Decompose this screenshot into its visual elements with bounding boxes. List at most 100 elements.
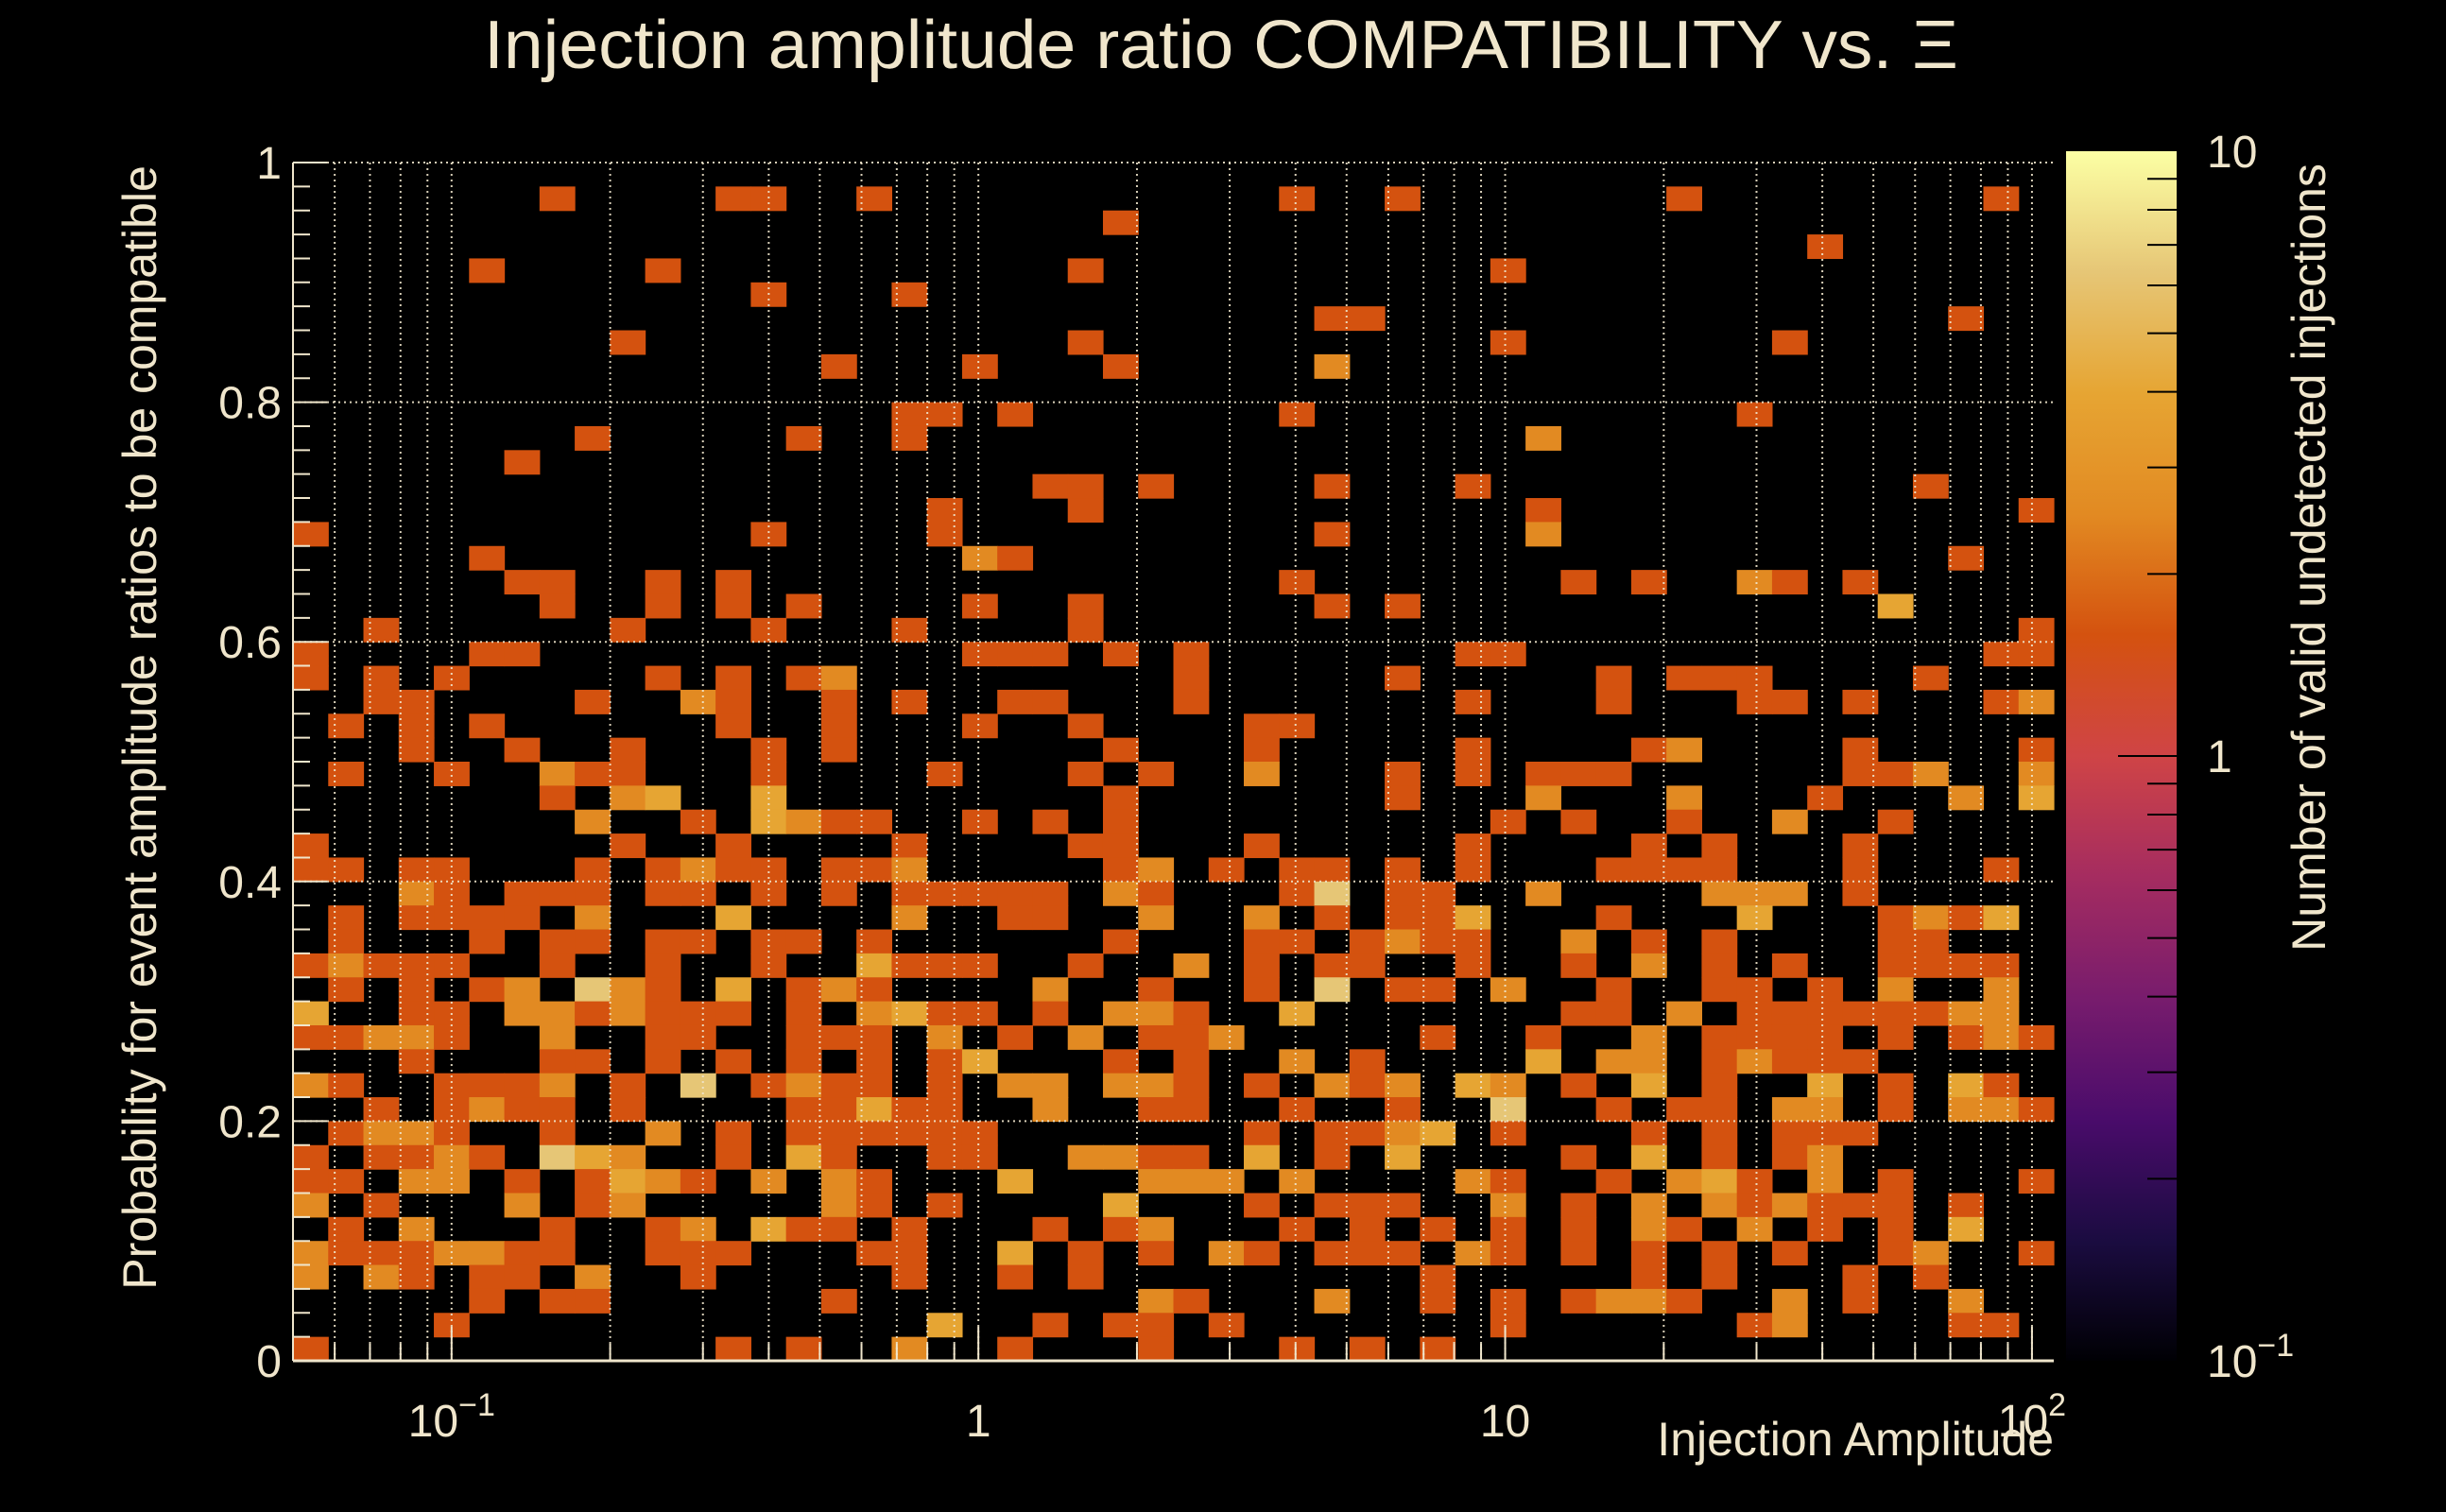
heatmap-cell bbox=[1244, 1193, 1280, 1218]
heatmap-cell bbox=[1102, 1073, 1139, 1098]
heatmap-cell bbox=[469, 1144, 506, 1170]
heatmap-cell bbox=[1560, 1216, 1597, 1242]
heatmap-cell bbox=[1877, 1193, 1914, 1218]
heatmap-cell bbox=[715, 905, 751, 931]
heatmap-cell bbox=[1807, 785, 1844, 811]
heatmap-cell bbox=[1630, 1193, 1667, 1218]
heatmap-cell bbox=[328, 1216, 365, 1242]
heatmap-cell bbox=[1912, 1264, 1949, 1290]
heatmap-cell bbox=[1349, 953, 1386, 978]
heatmap-cell bbox=[1736, 570, 1773, 595]
heatmap-cell bbox=[293, 833, 329, 859]
heatmap-cell bbox=[1032, 881, 1069, 906]
heatmap-cell bbox=[1490, 1313, 1526, 1338]
heatmap-cell bbox=[785, 1049, 822, 1074]
heatmap-cell bbox=[469, 545, 506, 571]
heatmap-cell bbox=[1807, 234, 1844, 260]
heatmap-cell bbox=[1983, 1001, 2020, 1026]
heatmap-cell bbox=[1455, 1241, 1491, 1266]
heatmap-cell bbox=[1455, 642, 1491, 667]
heatmap-cell bbox=[715, 1241, 751, 1266]
heatmap-cell bbox=[1666, 1216, 1702, 1242]
heatmap-cell bbox=[363, 665, 400, 691]
heatmap-cell bbox=[1948, 1073, 1985, 1098]
y-tick-label: 0.4 bbox=[218, 858, 282, 908]
heatmap-cell bbox=[1067, 833, 1104, 859]
heatmap-cell bbox=[1244, 905, 1280, 931]
heatmap-cell bbox=[539, 1288, 576, 1314]
heatmap-cell bbox=[997, 1024, 1034, 1050]
heatmap-cell bbox=[645, 1001, 681, 1026]
heatmap-cell bbox=[961, 593, 998, 619]
heatmap-cell bbox=[1490, 1169, 1526, 1194]
heatmap-cell bbox=[1067, 762, 1104, 786]
heatmap-cell bbox=[1842, 1001, 1879, 1026]
heatmap-cell bbox=[1701, 881, 1738, 906]
heatmap-cell bbox=[645, 1024, 681, 1050]
heatmap-cell bbox=[1595, 762, 1632, 786]
heatmap-cell bbox=[820, 977, 857, 1003]
heatmap-cell bbox=[1771, 1313, 1808, 1338]
heatmap-cell bbox=[926, 1121, 963, 1146]
heatmap-cell bbox=[997, 1264, 1034, 1290]
heatmap-cell bbox=[610, 330, 646, 355]
heatmap-cell bbox=[785, 1097, 822, 1122]
heatmap-cell bbox=[645, 1241, 681, 1266]
heatmap-cell bbox=[1701, 665, 1738, 691]
heatmap-cell bbox=[1842, 1288, 1879, 1314]
heatmap-cell bbox=[1983, 1073, 2020, 1098]
heatmap-cell bbox=[2018, 498, 2055, 523]
heatmap-cell bbox=[1842, 762, 1879, 786]
heatmap-cell bbox=[610, 1144, 646, 1170]
heatmap-cell bbox=[1067, 1144, 1104, 1170]
y-tick-label: 0.8 bbox=[218, 379, 282, 429]
heatmap-cell bbox=[1244, 737, 1280, 763]
heatmap-cell bbox=[1912, 953, 1949, 978]
heatmap-cell bbox=[1630, 929, 1667, 954]
heatmap-cell bbox=[363, 1241, 400, 1266]
heatmap-cell bbox=[1102, 1313, 1139, 1338]
heatmap-cell bbox=[469, 258, 506, 284]
heatmap-cell bbox=[575, 929, 611, 954]
heatmap-cell bbox=[645, 1049, 681, 1074]
heatmap-cell bbox=[539, 1121, 576, 1146]
heatmap-cell bbox=[1807, 1001, 1844, 1026]
heatmap-cell bbox=[1102, 929, 1139, 954]
heatmap-cell bbox=[1314, 1241, 1351, 1266]
heatmap-cell bbox=[504, 1001, 541, 1026]
heatmap-cell bbox=[293, 1073, 329, 1098]
heatmap-cell bbox=[1138, 1169, 1175, 1194]
heatmap-cell bbox=[785, 1024, 822, 1050]
heatmap-cell bbox=[1138, 1097, 1175, 1122]
heatmap-cell bbox=[1983, 857, 2020, 883]
heatmap-cell bbox=[997, 905, 1034, 931]
heatmap-cell bbox=[1807, 1073, 1844, 1098]
heatmap-cell bbox=[1736, 977, 1773, 1003]
heatmap-cell bbox=[997, 1241, 1034, 1266]
heatmap-cell bbox=[1032, 1073, 1069, 1098]
heatmap-cell bbox=[1490, 1121, 1526, 1146]
heatmap-cell bbox=[539, 953, 576, 978]
heatmap-cell bbox=[1138, 473, 1175, 499]
heatmap-cell bbox=[1842, 1264, 1879, 1290]
heatmap-cell bbox=[1102, 1144, 1139, 1170]
heatmap-cell bbox=[1701, 857, 1738, 883]
heatmap-cell bbox=[1349, 1216, 1386, 1242]
heatmap-cell bbox=[363, 1097, 400, 1122]
heatmap-cell bbox=[1771, 953, 1808, 978]
heatmap-cell bbox=[328, 762, 365, 786]
heatmap-cell bbox=[1595, 1169, 1632, 1194]
heatmap-cell bbox=[1842, 833, 1879, 859]
heatmap-cell bbox=[2018, 1024, 2055, 1050]
heatmap-cell bbox=[1771, 570, 1808, 595]
heatmap-cell bbox=[1279, 713, 1316, 739]
heatmap-cell bbox=[1138, 1288, 1175, 1314]
heatmap-cell bbox=[1560, 1073, 1597, 1098]
heatmap-cell bbox=[645, 857, 681, 883]
heatmap-cell bbox=[1032, 642, 1069, 667]
heatmap-cell bbox=[1736, 1001, 1773, 1026]
heatmap-cell bbox=[1385, 881, 1421, 906]
heatmap-cell bbox=[1771, 1097, 1808, 1122]
heatmap-cell bbox=[1666, 1169, 1702, 1194]
heatmap-cell bbox=[1385, 1073, 1421, 1098]
